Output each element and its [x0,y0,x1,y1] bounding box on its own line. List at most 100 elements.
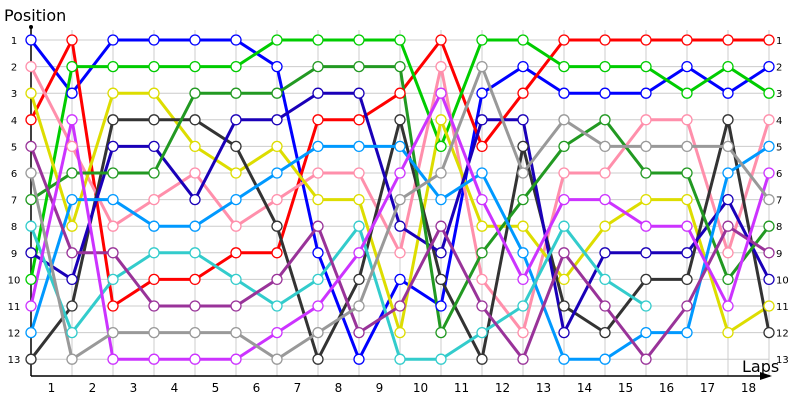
data-point [435,193,447,206]
data-point [189,140,201,153]
y-axis-origin-dot [29,25,33,29]
data-point [722,300,734,312]
data-point [25,60,37,73]
x-tick-label: 1 [48,381,56,395]
x-tick-label: 16 [659,381,674,395]
data-point [107,273,119,286]
x-tick-label: 12 [495,381,510,395]
y-tick-label-left: 12 [8,329,21,340]
data-point [599,353,611,365]
data-point [107,353,119,365]
series-markers-11 [25,87,775,365]
data-point [681,167,693,179]
data-point [558,353,570,365]
data-point [599,300,611,312]
data-point [435,247,447,259]
data-point [230,193,242,206]
data-point [435,326,447,339]
data-point [148,353,160,365]
data-point [722,220,734,232]
data-point [435,87,447,99]
y-tick-label-left: 13 [8,355,21,366]
data-point [476,273,488,286]
data-point [353,300,365,312]
data-point [353,273,365,286]
x-tick-label: 13 [536,381,551,395]
data-point [107,34,119,46]
data-point [353,140,365,153]
data-point [681,273,693,286]
series-group [25,34,775,365]
data-point [722,87,734,99]
data-point [599,34,611,46]
data-point [353,193,365,206]
y-tick-label-left: 6 [11,169,17,180]
data-point [476,193,488,206]
data-point [558,114,570,126]
data-point [66,326,78,339]
data-point [148,300,160,312]
data-point [230,220,242,232]
y-tick-label-left: 4 [11,116,17,127]
data-point [25,167,37,179]
data-point [763,220,775,232]
data-point [189,300,201,312]
y-tick-label-left: 8 [11,222,17,233]
data-point [681,140,693,153]
data-point [312,326,324,339]
data-point [312,34,324,46]
data-point [394,273,406,286]
data-point [394,247,406,259]
data-point [312,273,324,286]
series-9 [29,224,647,361]
data-point [763,34,775,46]
data-point [25,220,37,232]
data-point [435,114,447,126]
data-point [107,114,119,126]
data-point [476,247,488,259]
data-point [271,140,283,153]
x-axis-title: Laps [742,357,779,376]
data-point [148,326,160,339]
data-point [558,273,570,286]
data-point [681,247,693,259]
data-point [312,140,324,153]
data-point [763,114,775,126]
data-point [271,247,283,259]
data-point [517,114,529,126]
data-point [66,273,78,286]
data-point [763,273,775,286]
y-tick-label-left: 10 [8,275,21,286]
data-point [312,87,324,99]
y-tick-label-right: 6 [776,169,782,180]
data-point [312,114,324,126]
data-point [640,193,652,206]
data-point [312,247,324,259]
data-point [148,193,160,206]
data-point [189,220,201,232]
data-point [66,60,78,73]
series-markers-5 [25,114,775,365]
data-point [722,247,734,259]
data-point [148,114,160,126]
data-point [763,300,775,312]
data-point [476,60,488,73]
data-point [189,273,201,286]
data-point [312,220,324,232]
x-tick-label: 6 [253,381,261,395]
data-point [189,167,201,179]
x-tick-label: 7 [294,381,302,395]
y-tick-label-right: 4 [776,116,782,127]
data-point [517,273,529,286]
x-tick-label: 11 [454,381,469,395]
data-point [230,326,242,339]
data-point [558,60,570,73]
data-point [66,220,78,232]
y-tick-label-right: 9 [776,249,782,260]
x-tick-label: 14 [577,381,592,395]
x-tick-label: 18 [741,381,756,395]
data-point [763,247,775,259]
data-point [435,353,447,365]
data-point [107,247,119,259]
data-point [230,114,242,126]
